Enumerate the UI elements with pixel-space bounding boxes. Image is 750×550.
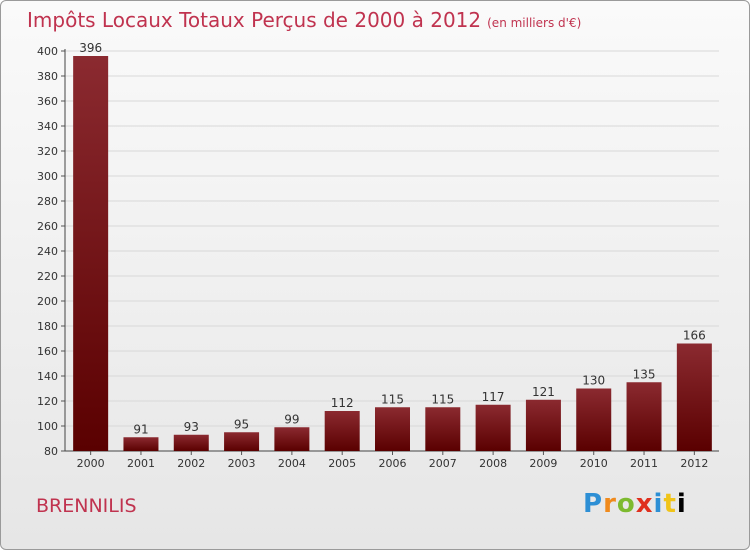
axes — [64, 49, 719, 452]
x-tick-label-2011: 2011 — [630, 457, 658, 470]
bar-2004 — [274, 427, 310, 451]
y-tick-label: 340 — [37, 120, 58, 133]
y-tick-label: 120 — [37, 395, 58, 408]
data-label-2009: 121 — [532, 385, 555, 399]
x-tick-label-2009: 2009 — [529, 457, 557, 470]
y-tick-label: 200 — [37, 295, 58, 308]
bar-2006 — [375, 407, 410, 451]
x-tick-label-2010: 2010 — [580, 457, 608, 470]
data-label-2002: 93 — [184, 420, 199, 434]
y-tick-label: 260 — [37, 220, 58, 233]
bar-2008 — [475, 404, 511, 451]
y-tick-label: 160 — [37, 345, 58, 358]
x-tick-label-2002: 2002 — [177, 457, 205, 470]
data-label-2005: 112 — [331, 396, 354, 410]
x-tick-label-2006: 2006 — [379, 457, 407, 470]
data-label-2008: 117 — [482, 390, 505, 404]
bar-2010 — [576, 388, 612, 451]
x-tick-label-2008: 2008 — [479, 457, 507, 470]
bar-2003 — [224, 432, 260, 451]
y-tick-label: 140 — [37, 370, 58, 383]
data-label-2004: 99 — [284, 412, 299, 426]
x-tick-label-2004: 2004 — [278, 457, 306, 470]
chart-title: Impôts Locaux Totaux Perçus de 2000 à 20… — [27, 8, 581, 32]
y-tick-label: 240 — [37, 245, 58, 258]
y-tick-label: 300 — [37, 170, 58, 183]
data-label-2000: 396 — [79, 41, 102, 55]
y-tick-label: 380 — [37, 70, 58, 83]
y-tick-label: 280 — [37, 195, 58, 208]
bar-2002 — [173, 434, 209, 451]
data-label-2006: 115 — [381, 392, 404, 406]
bar-2009 — [525, 399, 561, 451]
y-tick-label: 220 — [37, 270, 58, 283]
y-tick-label: 100 — [37, 420, 58, 433]
data-label-2010: 130 — [582, 374, 605, 388]
y-tick-label: 320 — [37, 145, 58, 158]
bar-2011 — [626, 382, 662, 451]
data-label-2011: 135 — [633, 367, 656, 381]
proxiti-logo: Proxiti — [583, 489, 687, 519]
commune-name: BRENNILIS — [36, 495, 137, 517]
y-tick-label: 400 — [37, 45, 58, 58]
bar-2007 — [425, 407, 461, 451]
x-tick-label-2007: 2007 — [429, 457, 457, 470]
data-label-2003: 95 — [234, 417, 249, 431]
bar-2001 — [123, 437, 159, 451]
x-tick-label-2003: 2003 — [228, 457, 256, 470]
data-label-2001: 91 — [133, 422, 148, 436]
x-tick-label-2005: 2005 — [328, 457, 356, 470]
bar-2012 — [676, 343, 712, 451]
y-tick-label: 80 — [44, 445, 58, 458]
x-tick-label-2012: 2012 — [680, 457, 708, 470]
y-tick-label: 360 — [37, 95, 58, 108]
x-tick-label-2001: 2001 — [127, 457, 155, 470]
x-tick-label-2000: 2000 — [77, 457, 105, 470]
bar-2000 — [73, 56, 109, 451]
chart-title-text: Impôts Locaux Totaux Perçus de 2000 à 20… — [27, 8, 482, 32]
y-tick-label: 180 — [37, 320, 58, 333]
data-label-2012: 166 — [683, 329, 706, 343]
chart-unit: (en milliers d'€) — [487, 16, 582, 30]
bar-2005 — [324, 411, 360, 451]
data-label-2007: 115 — [431, 392, 454, 406]
